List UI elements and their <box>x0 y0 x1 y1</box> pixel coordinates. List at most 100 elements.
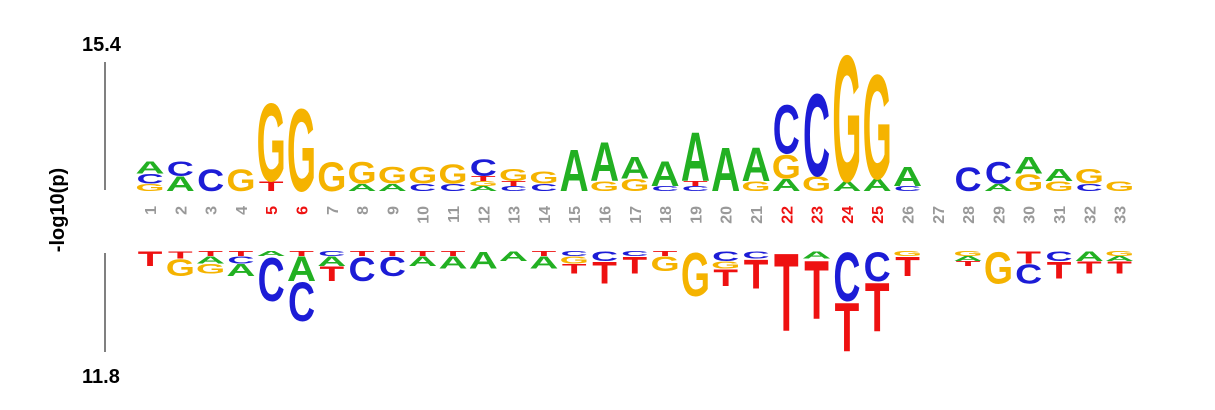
position-label-15: 15 <box>567 206 584 224</box>
letter-bottom-2-1: G <box>166 254 195 282</box>
letter-bottom-28-0: G <box>954 250 983 258</box>
letter-top-22-0: A <box>772 175 801 195</box>
letter-bottom-15-2: T <box>562 262 587 277</box>
letter-top-32-1: G <box>1075 166 1104 189</box>
letter-bottom-13-0: A <box>499 249 528 264</box>
y-top-max-label: 15.4 <box>82 34 122 56</box>
letter-bottom-9-1: C <box>379 251 406 282</box>
position-label-13: 13 <box>507 206 524 224</box>
position-label-1: 1 <box>143 206 160 215</box>
letter-top-17-0: G <box>620 176 649 195</box>
letter-bottom-18-1: G <box>651 253 680 276</box>
letter-bottom-24-1: T <box>835 290 860 367</box>
letter-bottom-5-1: C <box>258 244 285 314</box>
position-label-8: 8 <box>355 206 372 215</box>
letter-top-1-2: A <box>135 158 164 178</box>
position-label-25: 25 <box>870 206 887 224</box>
letter-bottom-30-0: T <box>1016 248 1041 268</box>
position-label-11: 11 <box>446 206 463 223</box>
letter-top-31-0: G <box>1044 178 1073 194</box>
letter-top-2-0: A <box>166 172 195 195</box>
letter-bottom-32-1: T <box>1077 258 1102 278</box>
position-label-16: 16 <box>598 206 615 224</box>
letter-bottom-8-1: C <box>349 249 376 288</box>
letter-bottom-10-0: T <box>410 250 435 258</box>
y-bottom-max-label: 11.8 <box>82 366 120 388</box>
position-label-22: 22 <box>779 206 796 224</box>
letter-top-10-0: C <box>409 182 436 194</box>
position-label-2: 2 <box>173 206 190 215</box>
position-label-18: 18 <box>658 206 675 224</box>
letter-bottom-31-1: T <box>1047 257 1072 284</box>
letter-bottom-8-0: T <box>350 250 375 258</box>
letter-top-7-0: G <box>317 154 346 200</box>
position-label-21: 21 <box>749 206 766 224</box>
letter-bottom-7-2: T <box>319 262 344 285</box>
letter-bottom-23-1: T <box>804 243 829 336</box>
letter-bottom-22-0: T <box>774 230 799 355</box>
letter-top-12-2: T <box>471 175 496 183</box>
letter-top-6-0: G <box>287 85 316 217</box>
letter-bottom-26-0: G <box>893 250 922 258</box>
letter-top-1-0: G <box>135 182 164 194</box>
position-label-6: 6 <box>295 206 312 215</box>
letter-bottom-3-0: T <box>198 250 223 258</box>
letter-top-17-1: A <box>620 150 649 186</box>
letter-top-5-1: G <box>257 81 286 206</box>
letter-top-23-0: G <box>802 173 831 196</box>
letter-top-19-2: A <box>681 120 710 197</box>
position-label-7: 7 <box>325 206 342 215</box>
position-label-9: 9 <box>385 206 402 215</box>
letter-top-30-0: G <box>1014 169 1043 197</box>
letter-top-26-1: A <box>893 162 922 192</box>
letter-bottom-17-1: T <box>622 252 647 279</box>
letter-bottom-16-1: T <box>592 255 617 291</box>
position-label-20: 20 <box>719 206 736 224</box>
position-label-14: 14 <box>537 206 554 224</box>
letter-bottom-15-0: C <box>561 250 588 258</box>
letter-bottom-12-0: A <box>469 247 498 274</box>
position-label-29: 29 <box>991 206 1008 224</box>
letter-bottom-25-1: T <box>865 270 890 347</box>
letter-top-2-1: C <box>167 158 194 181</box>
position-label-5: 5 <box>264 206 281 215</box>
letter-top-14-1: G <box>529 169 558 188</box>
position-label-17: 17 <box>628 206 645 224</box>
letter-top-22-1: G <box>772 147 801 186</box>
letter-top-10-1: G <box>408 161 437 189</box>
letter-top-9-1: G <box>378 161 407 189</box>
letter-top-11-0: C <box>439 182 466 194</box>
letter-top-8-1: G <box>348 156 377 190</box>
letter-bottom-21-0: C <box>742 249 769 261</box>
logo-letters: GCATACTGCTAGGTCATGACGTACGCATAGTCAGTCCGTA… <box>135 18 1134 367</box>
position-label-32: 32 <box>1082 206 1099 224</box>
position-label-24: 24 <box>840 206 857 224</box>
letter-top-33-0: G <box>1105 178 1134 194</box>
letter-top-12-3: C <box>470 154 497 182</box>
y-axis-label: -log10(p) <box>47 168 69 252</box>
letter-bottom-28-1: A <box>954 255 983 263</box>
letter-bottom-14-0: T <box>532 250 557 258</box>
letter-bottom-33-2: T <box>1107 258 1132 278</box>
letter-bottom-6-2: C <box>288 272 315 334</box>
letter-bottom-17-0: C <box>621 250 648 258</box>
letter-top-29-1: C <box>985 156 1012 190</box>
letter-top-23-1: C <box>803 70 830 202</box>
letter-bottom-31-0: C <box>1045 248 1072 264</box>
letter-bottom-19-0: G <box>681 239 710 309</box>
letter-top-31-1: A <box>1044 165 1073 185</box>
position-label-30: 30 <box>1022 206 1039 224</box>
letter-top-13-1: T <box>501 180 526 188</box>
letter-bottom-14-1: A <box>529 253 558 273</box>
position-label-4: 4 <box>234 206 251 215</box>
letter-bottom-10-1: A <box>408 254 437 269</box>
letter-top-8-0: A <box>348 182 377 194</box>
position-label-12: 12 <box>476 206 493 224</box>
letter-top-28-0: C <box>955 159 982 198</box>
letter-bottom-11-0: T <box>441 250 466 258</box>
letter-bottom-21-1: T <box>744 251 769 298</box>
letter-bottom-20-0: C <box>712 248 739 264</box>
position-label-23: 23 <box>810 206 827 224</box>
letter-bottom-4-1: C <box>227 254 254 266</box>
